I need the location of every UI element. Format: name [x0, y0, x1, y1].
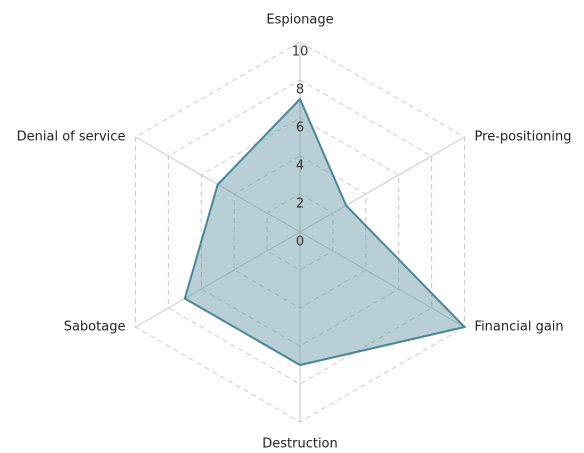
r-tick-label: 4 — [296, 159, 304, 174]
radar-area — [183, 97, 467, 367]
category-label: Pre-positioning — [475, 130, 572, 145]
axis-line — [299, 231, 465, 328]
category-label: Sabotage — [64, 320, 126, 335]
r-tick-label: 10 — [292, 45, 309, 60]
r-tick-label: 8 — [296, 83, 304, 98]
r-tick-label: 6 — [296, 121, 304, 136]
r-tick-label: 2 — [296, 197, 304, 212]
category-label: Denial of service — [17, 130, 126, 145]
category-label: Destruction — [262, 437, 338, 452]
r-tick-label: 0 — [296, 235, 304, 250]
category-label: Financial gain — [475, 320, 564, 335]
category-label: Espionage — [266, 13, 333, 28]
axis-line — [135, 231, 301, 328]
axis-line — [299, 136, 465, 233]
